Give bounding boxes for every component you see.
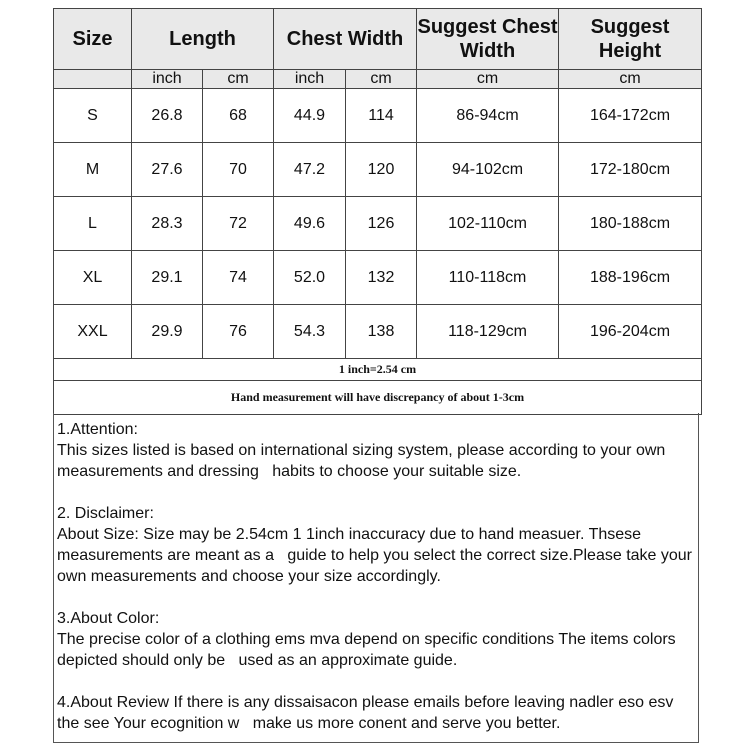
table-row: XXL 29.9 76 54.3 138 118-129cm 196-204cm bbox=[53, 304, 703, 359]
header-suggest-height: Suggest Height bbox=[558, 8, 703, 70]
conversion-note: 1 inch=2.54 cm bbox=[52, 358, 703, 381]
header-length: Length bbox=[131, 8, 274, 70]
table-cell: 132 bbox=[344, 250, 418, 305]
table-cell: 47.2 bbox=[273, 142, 346, 197]
table-cell: 120 bbox=[344, 142, 418, 197]
unit-cell: cm bbox=[202, 69, 274, 89]
table-cell: 188-196cm bbox=[558, 250, 703, 305]
table-cell: L bbox=[53, 196, 132, 251]
header-size: Size bbox=[53, 8, 132, 70]
table-cell: 196-204cm bbox=[558, 304, 703, 359]
table-cell: 49.6 bbox=[273, 196, 346, 251]
note-body: About Size: Size may be 2.54cm 1 1inch i… bbox=[57, 526, 697, 585]
unit-cell bbox=[53, 69, 132, 89]
table-cell: 72 bbox=[202, 196, 274, 251]
table-cell: 28.3 bbox=[131, 196, 203, 251]
table-cell: 138 bbox=[344, 304, 418, 359]
table-cell: 180-188cm bbox=[558, 196, 703, 251]
table-cell: 27.6 bbox=[131, 142, 203, 197]
table-cell: 94-102cm bbox=[416, 142, 560, 197]
unit-cell: inch bbox=[131, 69, 203, 89]
table-cell: 29.9 bbox=[131, 304, 203, 359]
header-row: Size Length Chest Width Suggest Chest Wi… bbox=[53, 8, 703, 70]
table-row: L 28.3 72 49.6 126 102-110cm 180-188cm bbox=[53, 196, 703, 251]
table-cell: 126 bbox=[344, 196, 418, 251]
table-cell: 172-180cm bbox=[558, 142, 703, 197]
unit-cell: inch bbox=[273, 69, 346, 89]
header-chest-width: Chest Width bbox=[272, 8, 418, 70]
note-attention: 1.Attention: This sizes listed is based … bbox=[57, 419, 695, 482]
table-cell: S bbox=[53, 88, 132, 143]
table-cell: 52.0 bbox=[273, 250, 346, 305]
table-cell: 164-172cm bbox=[558, 88, 703, 143]
table-cell: 114 bbox=[344, 88, 418, 143]
note-color: 3.About Color: The precise color of a cl… bbox=[57, 608, 695, 671]
table-cell: 76 bbox=[202, 304, 274, 359]
table-cell: 68 bbox=[202, 88, 274, 143]
header-suggest-chest: Suggest Chest Width bbox=[416, 8, 560, 70]
table-cell: 26.8 bbox=[131, 88, 203, 143]
unit-cell: cm bbox=[344, 69, 418, 89]
unit-cell: cm bbox=[558, 69, 703, 89]
units-row: inch cm inch cm cm cm bbox=[53, 69, 703, 89]
notes-section: 1.Attention: This sizes listed is based … bbox=[53, 413, 699, 743]
unit-cell: cm bbox=[416, 69, 560, 89]
note-title: 3.About Color: bbox=[57, 610, 160, 627]
note-body: This sizes listed is based on internatio… bbox=[57, 442, 670, 480]
note-body: The precise color of a clothing ems mva … bbox=[57, 631, 681, 669]
table-cell: 44.9 bbox=[273, 88, 346, 143]
size-chart-table: Size Length Chest Width Suggest Chest Wi… bbox=[52, 8, 703, 415]
table-cell: 118-129cm bbox=[416, 304, 560, 359]
table-cell: XXL bbox=[53, 304, 132, 359]
table-cell: 70 bbox=[202, 142, 274, 197]
note-body: 4.About Review If there is any dissaisac… bbox=[57, 694, 678, 732]
note-disclaimer: 2. Disclaimer: About Size: Size may be 2… bbox=[57, 503, 695, 587]
table-cell: 110-118cm bbox=[416, 250, 560, 305]
table-row: S 26.8 68 44.9 114 86-94cm 164-172cm bbox=[53, 88, 703, 143]
table-row: M 27.6 70 47.2 120 94-102cm 172-180cm bbox=[53, 142, 703, 197]
table-row: XL 29.1 74 52.0 132 110-118cm 188-196cm bbox=[53, 250, 703, 305]
table-cell: 54.3 bbox=[273, 304, 346, 359]
note-title: 1.Attention: bbox=[57, 421, 138, 438]
table-cell: 102-110cm bbox=[416, 196, 560, 251]
table-cell: XL bbox=[53, 250, 132, 305]
table-cell: 86-94cm bbox=[416, 88, 560, 143]
table-cell: 74 bbox=[202, 250, 274, 305]
table-cell: 29.1 bbox=[131, 250, 203, 305]
note-review: 4.About Review If there is any dissaisac… bbox=[57, 692, 695, 734]
table-cell: M bbox=[53, 142, 132, 197]
note-title: 2. Disclaimer: bbox=[57, 505, 154, 522]
hand-measurement-note: Hand measurement will have discrepancy o… bbox=[52, 380, 703, 415]
